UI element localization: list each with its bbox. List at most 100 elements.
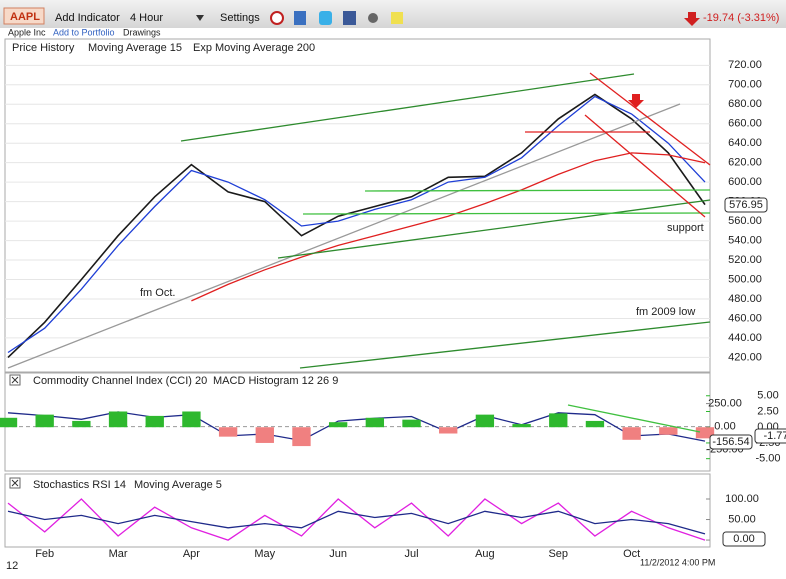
legend-entry: Commodity Channel Index (CCI) 20 <box>33 375 207 387</box>
y-tick-label: 560.00 <box>728 215 762 227</box>
trendline <box>277 199 711 259</box>
y-tick-label: 0.00 <box>714 421 735 433</box>
y-tick-label: 680.00 <box>728 98 762 110</box>
y-tick-label: 440.00 <box>728 332 762 344</box>
symbol[interactable]: AAPL <box>10 11 40 23</box>
last-value-box <box>754 428 786 444</box>
support-line <box>302 212 711 215</box>
last-value: -156.54 <box>712 436 749 448</box>
print-icon[interactable] <box>368 13 378 23</box>
y-tick-label: 620.00 <box>728 157 762 169</box>
x-tick-label: Jun <box>329 548 347 560</box>
y2-tick-label: -5.00 <box>755 453 780 465</box>
histogram-bar <box>255 427 274 443</box>
y-tick-label: 100.00 <box>725 493 759 505</box>
drawings[interactable]: Drawings <box>123 27 161 37</box>
histogram-bar <box>218 427 238 437</box>
close-x[interactable] <box>11 479 19 487</box>
histogram-bar <box>549 413 568 428</box>
histogram-bar <box>402 419 421 428</box>
notes-icon[interactable] <box>391 12 403 24</box>
chart-icon[interactable] <box>294 11 306 25</box>
legend-entry: Price History <box>12 42 75 54</box>
series-line <box>7 510 706 535</box>
histogram-bar <box>292 427 311 447</box>
last-value-box <box>724 197 768 213</box>
histogram-bar <box>622 427 641 440</box>
histogram-bar <box>328 422 348 428</box>
add-to-portfolio[interactable]: Add to Portfolio <box>53 27 115 37</box>
price-panel <box>4 38 711 373</box>
channel-line <box>584 114 706 218</box>
symbol-box[interactable] <box>3 7 45 25</box>
histogram-bar <box>439 427 458 434</box>
y-tick-label: 250.00 <box>708 397 742 409</box>
histogram-bar <box>512 424 531 428</box>
histogram-bar <box>35 414 54 428</box>
y2-tick-label: 5.00 <box>757 390 778 402</box>
x-tick-label: Feb <box>35 548 54 560</box>
last-value: -1.77 <box>763 430 786 442</box>
y-tick-label: 660.00 <box>728 118 762 130</box>
last-value-box <box>709 434 753 450</box>
legend-entry: Moving Average 15 <box>88 42 182 54</box>
facebook-icon[interactable] <box>343 11 356 25</box>
year: 12 <box>6 560 18 572</box>
change: -19.74 (-3.31%) <box>703 12 779 24</box>
y-tick-label: 640.00 <box>728 137 762 149</box>
series-line <box>191 152 706 302</box>
close-x[interactable] <box>11 376 19 384</box>
last-value: 0.00 <box>733 533 754 545</box>
y-tick-label: 50.00 <box>728 513 756 525</box>
legend-entry: Moving Average 5 <box>134 479 222 491</box>
y-tick-label: 500.00 <box>728 273 762 285</box>
histogram-bar <box>365 417 385 428</box>
x-tick-label: Sep <box>548 548 568 560</box>
histogram-bar <box>108 411 128 428</box>
y-tick-label: 720.00 <box>728 59 762 71</box>
dropdown-arrow[interactable] <box>196 15 204 21</box>
annotation: fm Oct. <box>140 287 175 299</box>
series-line <box>7 498 706 541</box>
histogram-bar <box>0 417 18 428</box>
series-line <box>7 95 706 354</box>
trendline <box>567 404 701 433</box>
interval[interactable]: 4 Hour <box>130 12 163 24</box>
y-tick-label: 480.00 <box>728 293 762 305</box>
trendline <box>180 73 635 142</box>
twitter-icon[interactable] <box>319 11 332 25</box>
x-tick-label: Apr <box>183 548 200 560</box>
legend-entry: Exp Moving Average 200 <box>193 42 315 54</box>
y-tick-label: 600.00 <box>728 176 762 188</box>
histogram-bar <box>659 427 678 435</box>
settings[interactable]: Settings <box>220 12 260 24</box>
x-tick-label: Aug <box>475 548 495 560</box>
annotation: support <box>667 222 704 234</box>
down-arrow <box>684 12 700 26</box>
x-tick-label: Jul <box>404 548 418 560</box>
histogram-bar <box>475 414 495 428</box>
y-tick-label: 700.00 <box>728 79 762 91</box>
histogram-bar <box>72 420 91 428</box>
add-indicator[interactable]: Add Indicator <box>55 12 120 24</box>
histogram-bar <box>585 420 605 428</box>
x-tick-label: Oct <box>623 548 640 560</box>
arrow-marker <box>628 94 644 108</box>
y-tick-label: 420.00 <box>728 351 762 363</box>
y-tick-label: 460.00 <box>728 312 762 324</box>
histogram-bar <box>145 415 164 428</box>
annotation: fm 2009 low <box>636 306 695 318</box>
histogram-bar <box>695 427 715 439</box>
last-value-box <box>722 531 766 547</box>
series-line <box>7 93 706 358</box>
y-tick-label: 520.00 <box>728 254 762 266</box>
y2-tick-label: 2.50 <box>757 405 778 417</box>
trendline <box>7 103 681 369</box>
histogram-bar <box>182 411 201 428</box>
company: Apple Inc <box>8 27 46 37</box>
x-tick-label: Mar <box>109 548 128 560</box>
alarm-icon[interactable] <box>270 11 284 25</box>
timestamp: 11/2/2012 4:00 PM <box>640 557 715 567</box>
